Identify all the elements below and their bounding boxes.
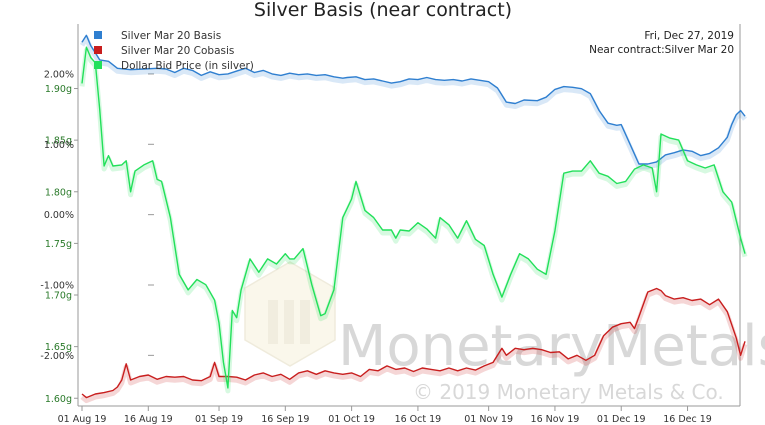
y-left-tick-label: 1.85g xyxy=(45,136,72,147)
y-right-tick-label: -2.00% xyxy=(40,351,74,362)
legend-swatch-basis xyxy=(94,31,102,39)
series-shadow-silver-mar-20-cobasis xyxy=(80,289,748,404)
x-tick-label: 01 Sep 19 xyxy=(195,414,243,425)
y-left-tick-label: 1.70g xyxy=(45,291,72,302)
y-right-tick-label: 1.00% xyxy=(44,140,74,151)
info-box: Fri, Dec 27, 2019 Near contract:Silver M… xyxy=(589,30,734,56)
series-shadow-silver-mar-20-basis xyxy=(79,35,747,170)
legend-label-basis: Silver Mar 20 Basis xyxy=(121,30,221,42)
legend: Silver Mar 20 Basis Silver Mar 20 Cobasi… xyxy=(94,30,254,72)
watermark-group: MonetaryMetals © 2019 Monetary Metals & … xyxy=(244,261,765,404)
x-axis: 01 Aug 19 16 Aug 19 01 Sep 19 16 Sep 19 01 O… xyxy=(58,406,712,425)
y-axis-right: 2.00% 1.00% 0.00% -1.00% -2.00% xyxy=(40,69,154,362)
series-line-silver-mar-20-basis xyxy=(81,34,746,165)
y-right-tick-label: -1.00% xyxy=(40,280,74,291)
x-tick-label: 16 Dec 19 xyxy=(663,414,712,425)
x-tick-label: 16 Oct 19 xyxy=(395,414,442,425)
info-date: Fri, Dec 27, 2019 xyxy=(644,30,734,42)
y-left-tick-label: 1.75g xyxy=(45,239,72,250)
x-tick-label: 01 Dec 19 xyxy=(597,414,646,425)
x-tick-label: 01 Nov 19 xyxy=(464,414,513,425)
y-right-tick-label: 2.00% xyxy=(44,69,74,80)
series-shadow-dollar-bid-price-in-silver xyxy=(79,47,748,394)
y-left-tick-label: 1.60g xyxy=(45,394,72,405)
y-left-tick-label: 1.65g xyxy=(45,342,72,353)
series-line-silver-mar-20-cobasis xyxy=(81,287,746,399)
legend-label-cobasis: Silver Mar 20 Cobasis xyxy=(121,45,234,57)
series-line-dollar-bid-price-in-silver xyxy=(81,46,746,389)
series-layer xyxy=(79,34,748,404)
x-tick-label: 16 Nov 19 xyxy=(531,414,580,425)
y-left-tick-label: 1.80g xyxy=(45,187,72,198)
info-contract: Near contract:Silver Mar 20 xyxy=(589,44,734,56)
y-left-tick-label: 1.90g xyxy=(45,84,72,95)
watermark-copyright: © 2019 Monetary Metals & Co. xyxy=(413,380,724,404)
legend-label-dollar: Dollar Bid Price (in silver) xyxy=(121,60,254,72)
x-tick-label: 16 Aug 19 xyxy=(124,414,173,425)
chart-title: Silver Basis (near contract) xyxy=(254,0,512,21)
y-right-tick-label: 0.00% xyxy=(44,210,74,221)
watermark-brand: MonetaryMetals xyxy=(338,314,765,379)
y-axis-left: 1.90g 1.85g 1.80g 1.75g 1.70g 1.65g 1.60g xyxy=(45,84,78,405)
x-tick-label: 16 Sep 19 xyxy=(261,414,309,425)
x-tick-label: 01 Aug 19 xyxy=(58,414,107,425)
x-tick-label: 01 Oct 19 xyxy=(328,414,375,425)
legend-swatch-dollar xyxy=(94,61,102,69)
legend-swatch-cobasis xyxy=(94,46,102,54)
